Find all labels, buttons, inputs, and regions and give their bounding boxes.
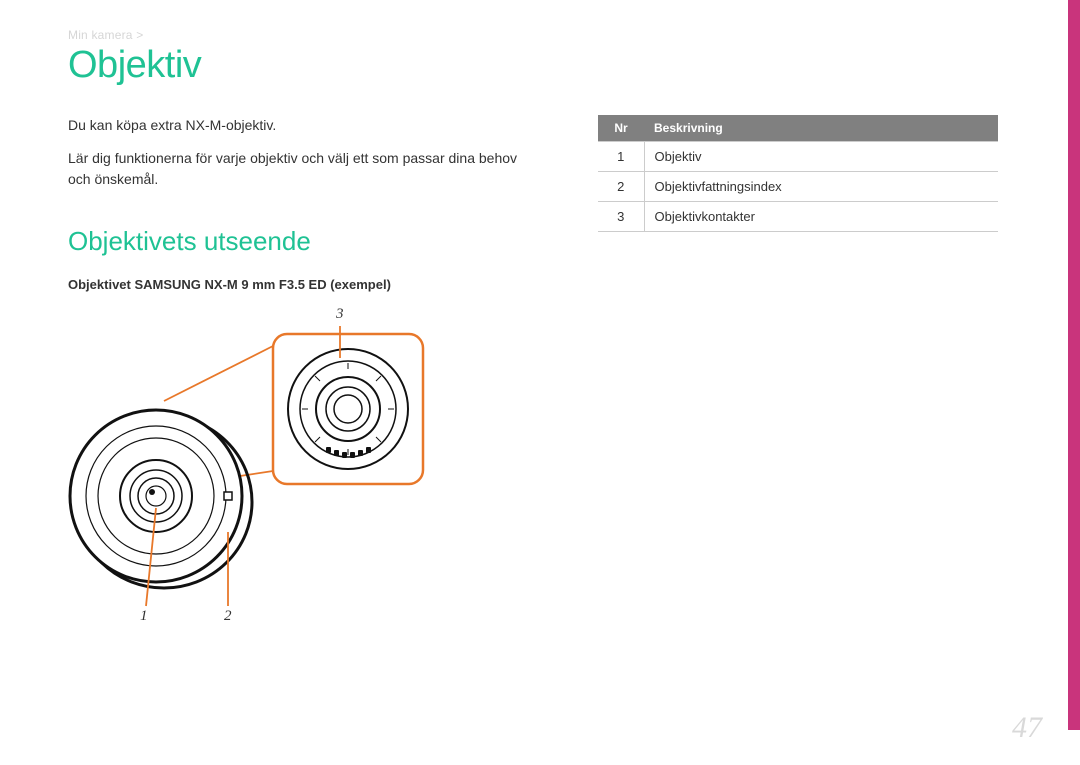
two-column-layout: Du kan köpa extra NX-M-objektiv. Lär dig… bbox=[68, 115, 1012, 626]
th-desc: Beskrivning bbox=[644, 115, 998, 142]
section-subheading: Objektivets utseende bbox=[68, 226, 538, 257]
th-nr: Nr bbox=[598, 115, 644, 142]
callout-1: 1 bbox=[140, 608, 148, 625]
parts-table: Nr Beskrivning 1 Objektiv 2 Objektivfatt… bbox=[598, 115, 998, 232]
cell-desc: Objektivkontakter bbox=[644, 202, 998, 232]
cell-desc: Objektiv bbox=[644, 142, 998, 172]
intro-paragraph-2: Lär dig funktionerna för varje objektiv … bbox=[68, 148, 538, 190]
table-row: 3 Objektivkontakter bbox=[598, 202, 998, 232]
table-header-row: Nr Beskrivning bbox=[598, 115, 998, 142]
breadcrumb: Min kamera > bbox=[68, 28, 1012, 42]
page-title: Objektiv bbox=[68, 44, 1012, 87]
lens-diagram-svg bbox=[68, 306, 448, 626]
callout-2: 2 bbox=[224, 608, 232, 625]
cell-desc: Objektivfattningsindex bbox=[644, 172, 998, 202]
page-content: Min kamera > Objektiv Du kan köpa extra … bbox=[0, 0, 1080, 626]
table-row: 2 Objektivfattningsindex bbox=[598, 172, 998, 202]
right-column: Nr Beskrivning 1 Objektiv 2 Objektivfatt… bbox=[598, 115, 1012, 626]
cell-nr: 3 bbox=[598, 202, 644, 232]
intro-paragraph-1: Du kan köpa extra NX-M-objektiv. bbox=[68, 115, 538, 136]
lens-diagram: 3 1 2 bbox=[68, 306, 448, 626]
example-label: Objektivet SAMSUNG NX-M 9 mm F3.5 ED (ex… bbox=[68, 277, 538, 292]
table-row: 1 Objektiv bbox=[598, 142, 998, 172]
cell-nr: 2 bbox=[598, 172, 644, 202]
page-number: 47 bbox=[1012, 711, 1042, 745]
callout-3: 3 bbox=[336, 306, 344, 323]
cell-nr: 1 bbox=[598, 142, 644, 172]
left-column: Du kan köpa extra NX-M-objektiv. Lär dig… bbox=[68, 115, 538, 626]
brand-side-bar bbox=[1068, 0, 1080, 730]
